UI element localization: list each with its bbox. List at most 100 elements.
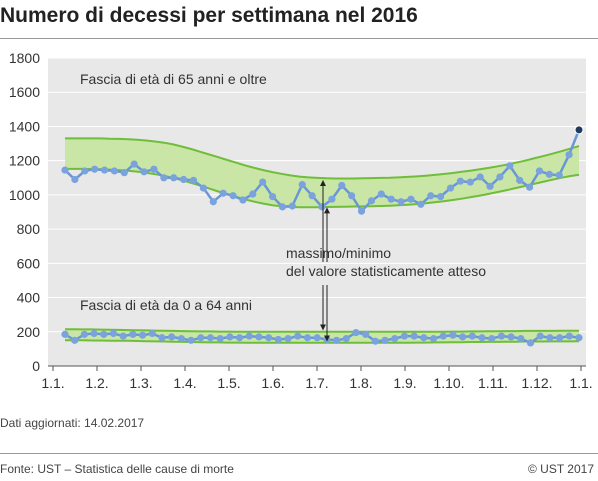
annotation-line-1: massimo/minimo [286, 245, 391, 261]
y-tick-label: 0 [32, 358, 40, 374]
data-point [71, 336, 79, 344]
y-tick-label: 1200 [9, 153, 40, 169]
x-tick-label: 1.3. [129, 375, 152, 391]
source-note: Fonte: UST – Statistica delle cause di m… [0, 462, 234, 476]
data-point [206, 334, 215, 342]
data-point [446, 184, 455, 192]
data-point [294, 332, 302, 340]
data-point [410, 332, 418, 340]
data-point [255, 333, 263, 341]
data-point [507, 333, 515, 341]
update-note: Dati aggiornati: 14.02.2017 [0, 416, 145, 430]
x-tick-label: 1.12. [521, 375, 552, 391]
expected-max-line [65, 137, 580, 180]
data-point [357, 207, 366, 215]
data-point [265, 334, 273, 342]
data-point [352, 329, 360, 337]
data-point [130, 160, 138, 168]
data-point [119, 332, 127, 340]
series-1 [61, 125, 584, 215]
data-point [100, 330, 108, 338]
data-point [177, 335, 185, 343]
data-point [420, 334, 428, 342]
x-tick-label: 1.1. [569, 375, 592, 391]
x-tick-label: 1.10. [433, 375, 464, 391]
data-point [313, 334, 321, 342]
data-point [525, 183, 534, 191]
data-point [400, 332, 409, 340]
data-point [129, 330, 137, 338]
data-point [90, 329, 98, 338]
data-point [478, 334, 486, 342]
data-point [526, 339, 535, 347]
data-point [229, 192, 237, 200]
data-point [437, 193, 445, 201]
data-point [535, 167, 544, 175]
data-point [439, 332, 447, 340]
x-tick-label: 1.8. [349, 375, 372, 391]
data-point [517, 335, 525, 343]
data-point [110, 167, 119, 175]
x-tick-label: 1.9. [393, 375, 416, 391]
x-tick-label: 1.4. [173, 375, 196, 391]
data-point [80, 330, 88, 338]
data-point [328, 195, 336, 203]
data-point [91, 165, 99, 173]
x-tick-label: 1.7. [305, 375, 328, 391]
x-tick-label: 1.11. [478, 375, 508, 391]
annotation-line-2: del valore statisticamente atteso [286, 263, 486, 279]
data-point [407, 195, 415, 203]
data-point [496, 173, 504, 181]
chart: 0 200 400 600 800 1000 1200 1400 1600 1800 1.1. 1.2… [9, 50, 593, 391]
data-point [199, 184, 207, 192]
data-point [546, 334, 554, 342]
data-point [348, 192, 356, 200]
data-point [259, 178, 267, 186]
x-tick-label: 1.6. [261, 375, 284, 391]
data-point [417, 200, 425, 208]
x-tick-label: 1.5. [217, 375, 240, 391]
data-point [545, 170, 553, 178]
data-point [497, 332, 506, 340]
data-point [391, 335, 399, 343]
data-point [556, 334, 564, 342]
data-point [140, 168, 148, 176]
copyright-note: © UST 2017 [528, 462, 594, 476]
data-point [342, 335, 350, 343]
data-point [219, 189, 227, 197]
data-point [466, 178, 474, 186]
data-point [226, 333, 234, 341]
data-point [61, 166, 69, 174]
data-point [318, 203, 326, 211]
data-point [158, 334, 166, 342]
y-tick-label: 200 [17, 324, 41, 340]
data-point [387, 195, 395, 203]
data-point [235, 334, 244, 342]
data-point [456, 177, 464, 185]
series-label-65-plus: Fascia di età di 65 anni e oltre [80, 71, 267, 87]
data-point [81, 167, 89, 175]
data-point [371, 337, 379, 345]
data-point [516, 176, 524, 184]
y-tick-label: 400 [17, 290, 41, 306]
data-point [120, 169, 128, 177]
data-point [381, 336, 389, 344]
data-point [449, 331, 457, 339]
data-point [362, 330, 370, 338]
data-point [278, 203, 287, 211]
data-point [476, 173, 484, 181]
y-tick-label: 1400 [9, 118, 40, 134]
series-label-0-64: Fascia di età da 0 a 64 anni [80, 297, 252, 313]
data-point [367, 197, 376, 205]
y-tick-label: 1600 [9, 84, 40, 100]
data-point [555, 171, 563, 179]
latest-data-point [574, 125, 584, 135]
data-point [397, 198, 405, 206]
data-point [168, 333, 176, 341]
data-point [239, 196, 247, 204]
data-point [209, 198, 217, 206]
data-point [338, 181, 346, 190]
data-point [249, 190, 257, 198]
y-tick-label: 600 [17, 255, 41, 271]
data-point [71, 175, 79, 184]
